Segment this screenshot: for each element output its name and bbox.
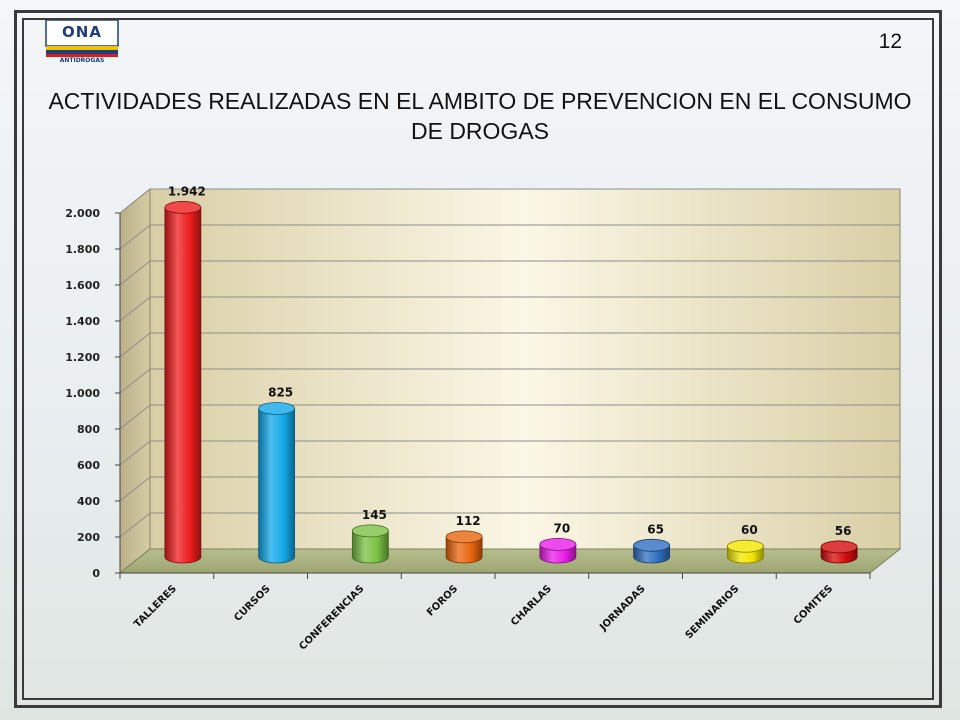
bars [164,201,858,564]
bar-seminarios [726,539,764,564]
category-label: FOROS [425,583,460,618]
bar-top [726,539,764,553]
gridline [119,476,900,502]
gridline [119,440,900,466]
bar-top [820,540,858,554]
category-label: CONFERENCIAS [297,583,366,652]
y-tick-label: 1.600 [65,279,100,292]
bar-body [351,530,389,564]
ona-logo-graphic [45,19,119,57]
data-label: 70 [554,521,571,535]
gridline [119,260,900,286]
data-label: 65 [647,522,664,536]
bar-top [539,538,577,551]
logo-subtitle: ANTIDROGAS [59,57,105,64]
bar-top [445,530,483,544]
data-label: 145 [362,508,387,522]
category-label: JORNADAS [597,583,647,633]
y-tick-label: 400 [77,495,100,508]
bar-talleres [164,201,202,564]
page-number: 12 [878,30,902,53]
gridline [119,188,900,214]
bar-body [258,408,296,564]
logo-text: ONA [62,23,102,41]
y-tick-label: 0 [92,567,100,580]
gridline [119,224,900,250]
slide-frame-inner [22,18,934,700]
y-tick-label: 1.800 [65,243,100,256]
bar-cursos [258,402,296,564]
bar-comites [820,540,858,564]
bar-body [164,207,202,564]
y-tick-label: 1.400 [65,315,100,328]
slide-frame-outer [14,10,942,708]
slide-title: ACTIVIDADES REALIZADAS EN EL AMBITO DE P… [48,88,912,144]
y-tick-label: 800 [77,423,100,436]
category-label: CURSOS [232,583,272,623]
data-label: 60 [741,523,758,537]
y-tick-label: 200 [77,531,100,544]
bar-top [351,524,389,538]
category-label: TALLERES [132,583,179,630]
y-tick-label: 1.000 [65,387,100,400]
bar-top [164,201,202,214]
bar-jornadas [633,538,671,564]
gridline [119,368,900,394]
gridlines [119,188,900,538]
bar-charlas [539,538,577,564]
data-label: 1.942 [168,184,206,198]
category-label: CHARLAS [509,583,554,628]
data-label: 112 [456,514,481,528]
bar-foros [445,530,483,564]
bar-body [445,536,483,564]
category-label: SEMINARIOS [684,583,742,641]
bar-top [633,538,671,552]
plot-area [118,187,902,575]
category-label: COMITES [792,583,835,626]
y-tick-label: 2.000 [65,207,100,220]
ona-logo: ONA ANTIDROGAS [44,19,120,70]
gridline [119,404,900,430]
data-label: 56 [835,524,852,538]
axes: 0 200 400 600 800 1.000 1.200 1.400 1.600 1.800 2.… [65,207,871,580]
gridline [119,332,900,358]
gridline [119,512,900,538]
data-label: 825 [268,386,293,400]
bar-top [258,402,296,415]
bar-conferencias [351,524,389,564]
y-tick-label: 600 [77,459,100,472]
y-tick-label: 1.200 [65,351,100,364]
floor [118,548,902,574]
gridline [119,296,900,322]
